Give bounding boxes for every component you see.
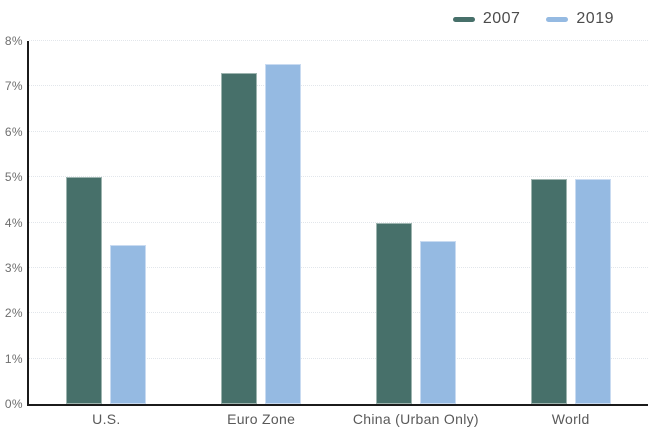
bar-world-2007 <box>530 179 567 404</box>
y-tick-label-5: 5% <box>4 170 23 185</box>
plot-area <box>27 40 648 406</box>
y-tick-label-8: 8% <box>4 34 23 48</box>
legend-item-2019: 2019 <box>546 10 614 28</box>
legend-swatch-2007 <box>452 16 475 22</box>
legend-swatch-2019 <box>546 16 569 22</box>
y-tick-label-7: 7% <box>4 79 23 94</box>
gridline-1pct <box>29 357 648 359</box>
y-tick-label-0: 0% <box>4 397 23 411</box>
legend-label-2007: 2007 <box>482 10 521 27</box>
legend-item-2007: 2007 <box>452 10 521 28</box>
y-tick-label-3: 3% <box>4 260 23 275</box>
gridline-6pct <box>29 130 648 132</box>
x-axis-label-world: World <box>551 411 590 427</box>
x-axis-label-euro-zone: Euro Zone <box>227 411 296 427</box>
x-axis-labels: U.S. Euro Zone China (Urban Only) World <box>29 411 648 433</box>
chart-legend: 2007 2019 <box>452 10 614 28</box>
x-axis-label-u-s: U.S. <box>92 411 121 427</box>
bar-u-s-2007 <box>66 177 103 404</box>
y-tick-label-4: 4% <box>4 215 23 230</box>
gridline-2pct <box>29 312 648 314</box>
bar-china-urban-only-2019 <box>419 240 456 404</box>
gridline-8pct <box>29 40 648 41</box>
bar-u-s-2019 <box>110 245 147 404</box>
x-axis-label-china-urban-only: China (Urban Only) <box>352 411 479 427</box>
gridline-4pct <box>29 221 648 223</box>
bar-china-urban-only-2007 <box>375 222 412 404</box>
gridline-3pct <box>29 266 648 268</box>
bar-world-2019 <box>574 179 611 404</box>
y-tick-label-2: 2% <box>4 306 23 321</box>
y-axis-labels: 0% 1% 2% 3% 4% 5% 6% 7% 8% <box>0 34 23 411</box>
gridline-7pct <box>29 85 648 87</box>
y-tick-label-1: 1% <box>4 351 23 366</box>
bar-euro-zone-2019 <box>265 63 302 404</box>
legend-label-2019: 2019 <box>576 10 614 27</box>
gridline-5pct <box>29 176 648 178</box>
bar-euro-zone-2007 <box>221 72 258 404</box>
y-tick-label-6: 6% <box>4 124 23 139</box>
